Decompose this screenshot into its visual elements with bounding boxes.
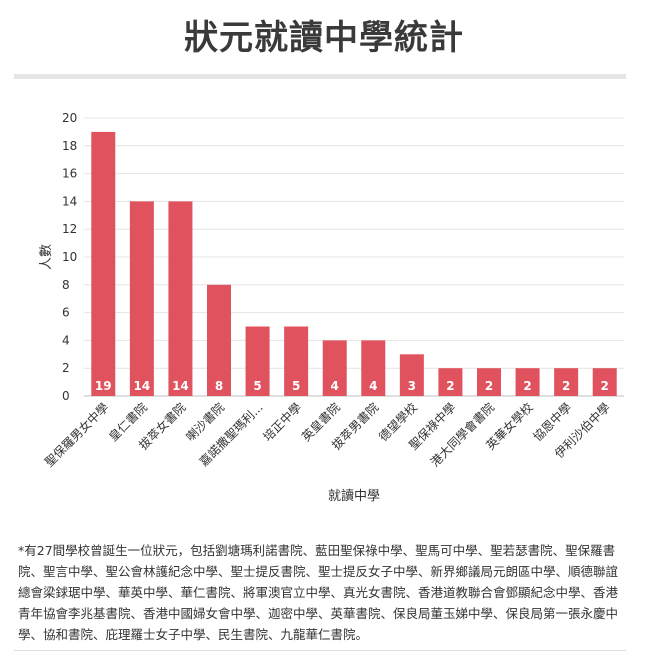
bar — [168, 201, 193, 396]
bottom-divider — [14, 650, 626, 651]
bar-value-label: 14 — [172, 379, 189, 393]
bar — [245, 326, 270, 396]
page-title: 狀元就讀中學統計 — [184, 18, 464, 58]
bar — [361, 340, 386, 396]
y-tick-label: 18 — [62, 139, 77, 153]
y-tick-label: 8 — [62, 278, 70, 292]
footnote: *有27間學校曾誕生一位狀元，包括劉塘瑪利諾書院、藍田聖保祿中學、聖馬可中學、聖… — [18, 543, 619, 642]
bar-value-label: 4 — [331, 379, 339, 393]
y-tick-label: 10 — [62, 250, 77, 264]
y-tick-label: 0 — [62, 389, 70, 403]
bar-value-label: 2 — [523, 379, 531, 393]
bar — [477, 368, 501, 396]
y-tick-label: 2 — [62, 361, 70, 375]
bar — [438, 368, 463, 396]
bar — [129, 201, 154, 396]
bar-value-label: 2 — [601, 379, 609, 393]
y-tick-label: 14 — [62, 194, 77, 208]
y-axis-title: 人數 — [39, 244, 54, 270]
bar-value-label: 5 — [253, 379, 261, 393]
bar — [284, 326, 309, 396]
y-tick-label: 12 — [62, 222, 77, 236]
bar-value-label: 3 — [408, 379, 416, 393]
bar — [91, 131, 116, 396]
bar-value-label: 2 — [446, 379, 454, 393]
bar-value-label: 8 — [215, 379, 223, 393]
bar-chart: 0246810121416182019聖保羅男女中學14皇仁書院14拔萃女書院8… — [39, 111, 624, 504]
bar — [207, 284, 231, 396]
y-tick-label: 4 — [62, 333, 70, 347]
bar — [554, 368, 579, 396]
y-tick-label: 20 — [62, 111, 77, 125]
y-tick-label: 16 — [62, 167, 77, 181]
x-axis-title: 就讀中學 — [328, 489, 380, 504]
y-tick-label: 6 — [62, 306, 70, 320]
bar — [592, 368, 617, 396]
bar-value-label: 19 — [95, 379, 112, 393]
bar — [322, 340, 347, 396]
title-divider — [14, 74, 626, 79]
x-tick-label: 聖保羅男女中學 — [41, 400, 111, 470]
x-tick-label: 培正中學 — [260, 400, 305, 445]
bar-value-label: 2 — [485, 379, 493, 393]
bar-value-label: 5 — [292, 379, 300, 393]
bar — [399, 354, 424, 396]
bar — [515, 368, 540, 396]
bar-value-label: 2 — [562, 379, 570, 393]
bar-value-label: 4 — [369, 379, 377, 393]
bar-value-label: 14 — [134, 379, 151, 393]
